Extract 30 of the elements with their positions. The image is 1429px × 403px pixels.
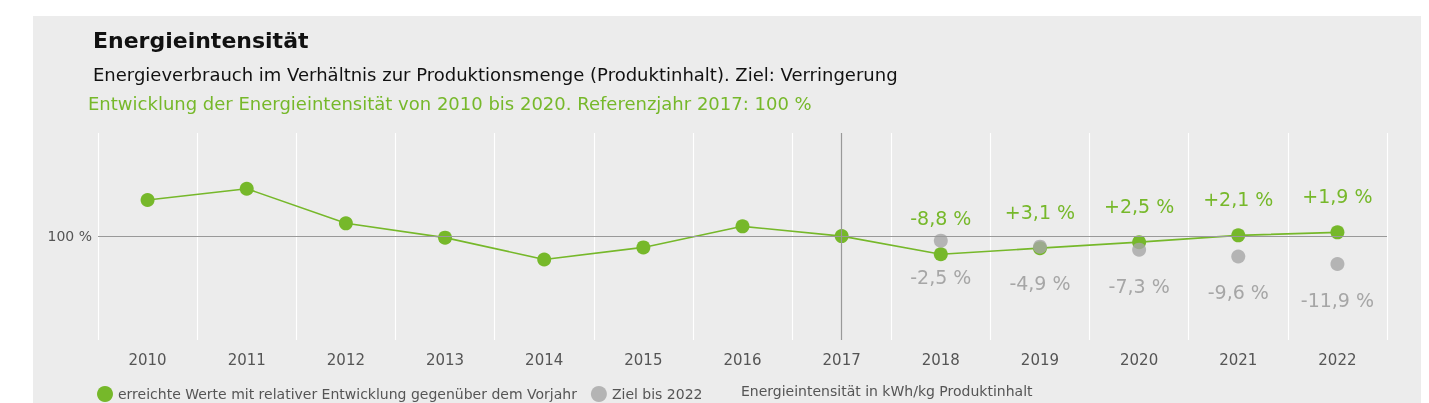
x-tick-label: 2013 <box>425 350 465 369</box>
x-tick-label: 2019 <box>1020 350 1060 369</box>
annotation: -8,8 % <box>910 207 972 230</box>
chart-title: Energieintensität <box>93 27 309 53</box>
x-tick-label: 2015 <box>624 350 663 369</box>
text: Entwicklung der Energieintensität von 2010 bis 2020. Referenzjahr 2017: 100 % <box>88 92 812 114</box>
x-tick-label: 2014 <box>525 350 564 369</box>
annotation: -2,5 % <box>910 265 972 288</box>
x-tick-label: 2018 <box>921 350 960 369</box>
x-tick-label: 2022 <box>1318 350 1357 369</box>
legend-label: Ziel bis 2022 <box>611 386 703 402</box>
x-tick-label: 2020 <box>1120 350 1159 369</box>
x-tick-label: 2011 <box>227 350 266 369</box>
x-tick-label: 2016 <box>723 350 762 369</box>
text: 100 % <box>47 228 92 245</box>
annotation: +2,1 % <box>1203 188 1274 211</box>
annotation: -9,6 % <box>1207 281 1269 304</box>
annotation: +1,9 % <box>1302 185 1373 208</box>
annotation: -7,3 % <box>1108 274 1170 297</box>
x-tick-label: 2010 <box>128 350 167 369</box>
text: Energieintensität in kWh/kg Produktinhalt <box>741 383 1034 399</box>
chart-subtitle: Energieverbrauch im Verhältnis zur Produktionsmenge (Produktinhalt). Ziel: Verringerung <box>93 63 898 85</box>
x-tick-label: 2012 <box>326 350 365 369</box>
annotation: -11,9 % <box>1300 288 1375 311</box>
annotation: +3,1 % <box>1004 201 1076 224</box>
annotation: +2,5 % <box>1104 195 1175 218</box>
x-tick-label: 2017 <box>822 350 861 369</box>
legend-label: erreichte Werte mit relativer Entwicklung gegenüber dem Vorjahr <box>118 386 578 402</box>
annotation: -4,9 % <box>1009 271 1071 294</box>
x-tick-label: 2021 <box>1219 350 1258 369</box>
